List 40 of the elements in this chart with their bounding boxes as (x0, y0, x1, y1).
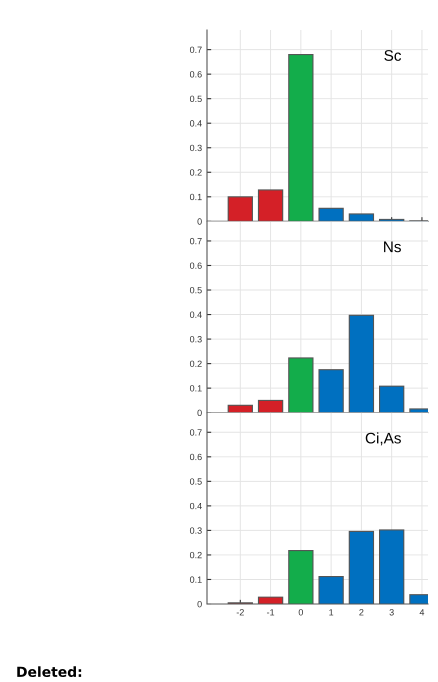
y-tick-label: 0.6 (190, 454, 202, 460)
y-tick-label: 0.4 (190, 502, 202, 510)
y-tick-label: 0.6 (190, 71, 202, 78)
y-tick-label: 0.5 (190, 286, 202, 294)
x-tick-label: -1 (266, 609, 274, 616)
bar (318, 208, 344, 222)
y-tick-label: 0.7 (190, 429, 202, 436)
bar (288, 54, 314, 222)
y-tick-label: 0.3 (190, 144, 202, 152)
x-tick-label: 0 (298, 609, 304, 616)
text: Ns (384, 242, 401, 252)
y-tick-label: 0.1 (190, 194, 202, 200)
y-tick-label: 0.7 (190, 238, 202, 244)
y-tick-label: 0.7 (190, 46, 202, 53)
text: Sc (384, 50, 402, 61)
x-tick-label: 3 (390, 609, 394, 616)
y-tick-label: 0.5 (190, 478, 202, 485)
bar (348, 213, 374, 222)
y-tick-label: 0.1 (190, 576, 202, 583)
x-tick-label: -2 (236, 609, 244, 616)
x-tick-label: 4 (420, 609, 424, 616)
y-tick-label: 0.4 (190, 312, 202, 318)
y-tick-label: 0.3 (190, 527, 202, 534)
text: Ci,As (366, 432, 401, 446)
y-tick-label: 0.1 (190, 385, 202, 392)
y-tick-label: 0.2 (190, 360, 202, 367)
y-tick-label: 0 (197, 600, 202, 608)
y-tick-label: 0 (197, 218, 202, 225)
y-tick-label: 0.4 (190, 120, 202, 127)
y-tick-label: 0.5 (190, 96, 202, 102)
x-tick-label: 2 (359, 609, 364, 616)
text: Deleted: (17, 666, 82, 678)
y-tick-label: 0.2 (190, 169, 202, 176)
y-tick-label: 0.2 (190, 552, 202, 558)
x-tick-label: 1 (329, 609, 334, 616)
y-tick-label: 0.6 (190, 262, 202, 269)
y-tick-label: 0.3 (190, 336, 202, 342)
bar (258, 189, 284, 222)
bar (228, 196, 253, 222)
y-tick-label: 0 (197, 410, 202, 416)
